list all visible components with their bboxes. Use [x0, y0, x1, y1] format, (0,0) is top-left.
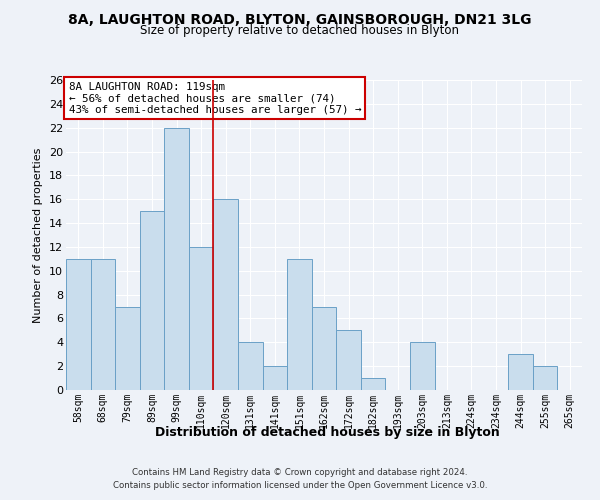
Bar — [66, 259, 91, 390]
Text: Distribution of detached houses by size in Blyton: Distribution of detached houses by size … — [155, 426, 499, 439]
Text: Contains HM Land Registry data © Crown copyright and database right 2024.: Contains HM Land Registry data © Crown c… — [132, 468, 468, 477]
Text: 8A, LAUGHTON ROAD, BLYTON, GAINSBOROUGH, DN21 3LG: 8A, LAUGHTON ROAD, BLYTON, GAINSBOROUGH,… — [68, 12, 532, 26]
Bar — [189, 247, 214, 390]
Bar — [533, 366, 557, 390]
Bar — [336, 330, 361, 390]
Bar — [287, 259, 312, 390]
Bar — [361, 378, 385, 390]
Bar — [91, 259, 115, 390]
Bar — [508, 354, 533, 390]
Bar — [263, 366, 287, 390]
Bar — [410, 342, 434, 390]
Bar — [238, 342, 263, 390]
Bar — [115, 306, 140, 390]
Bar — [164, 128, 189, 390]
Text: Contains public sector information licensed under the Open Government Licence v3: Contains public sector information licen… — [113, 480, 487, 490]
Bar — [312, 306, 336, 390]
Bar — [140, 211, 164, 390]
Text: 8A LAUGHTON ROAD: 119sqm
← 56% of detached houses are smaller (74)
43% of semi-d: 8A LAUGHTON ROAD: 119sqm ← 56% of detach… — [68, 82, 361, 115]
Bar — [214, 199, 238, 390]
Text: Size of property relative to detached houses in Blyton: Size of property relative to detached ho… — [140, 24, 460, 37]
Y-axis label: Number of detached properties: Number of detached properties — [34, 148, 43, 322]
